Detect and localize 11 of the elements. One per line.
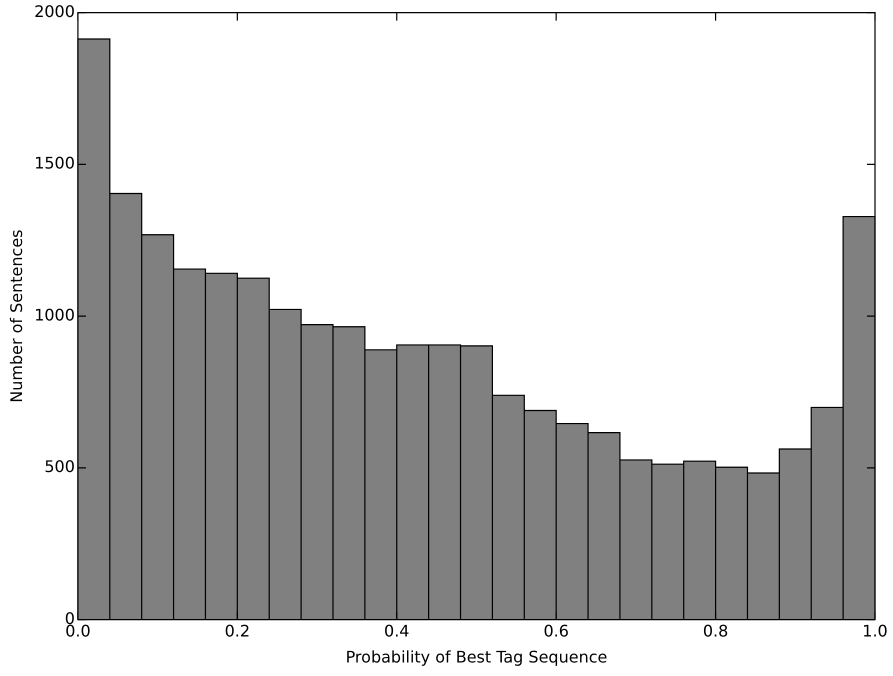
- y-tick-label: 1500: [34, 154, 75, 173]
- x-tick-label: 0.8: [702, 621, 728, 640]
- x-tick-label: 0.4: [384, 621, 410, 640]
- x-tick-label: 0.2: [224, 621, 250, 640]
- y-tick-label: 2000: [34, 2, 75, 21]
- x-tick-label: 1.0: [862, 621, 888, 640]
- y-tick-label: 1000: [34, 305, 75, 324]
- x-tick-label: 0.6: [543, 621, 569, 640]
- y-tick-label: 500: [44, 457, 75, 476]
- y-axis-title: Number of Sentences: [6, 229, 26, 403]
- x-axis-title: Probability of Best Tag Sequence: [346, 648, 608, 667]
